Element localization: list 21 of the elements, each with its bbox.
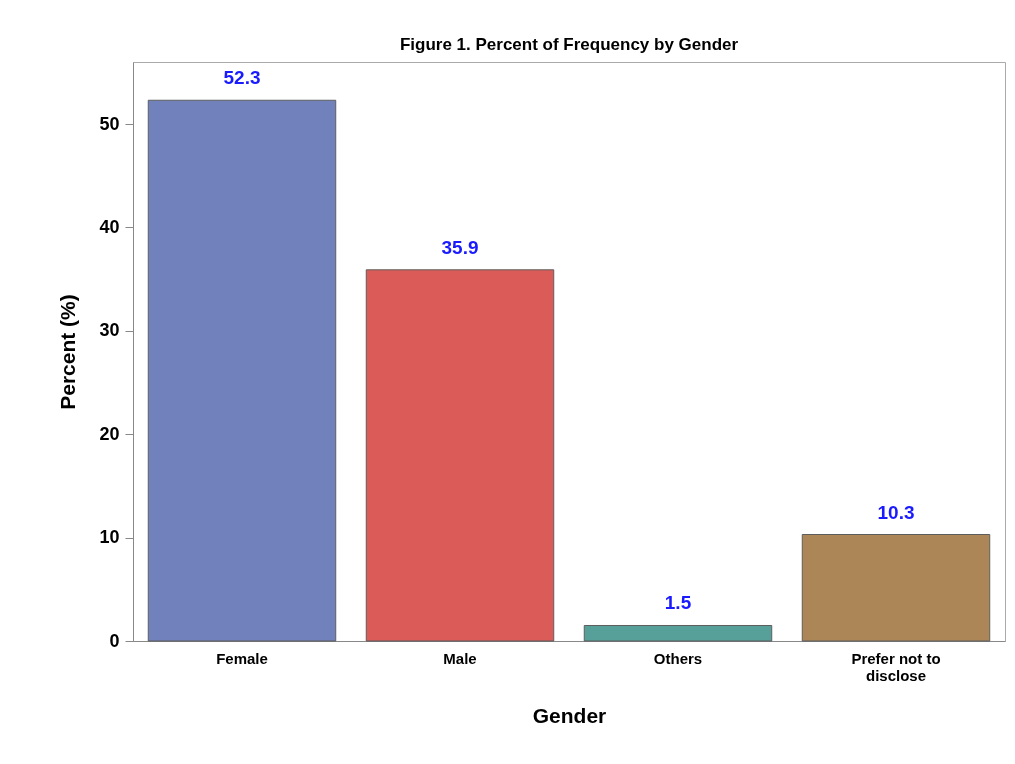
data-label: 10.3: [877, 501, 915, 523]
bar: [147, 99, 337, 642]
y-tick-label: 50: [99, 113, 120, 134]
y-tick-label: 40: [99, 216, 120, 237]
y-axis-title: Percent (%): [56, 294, 80, 410]
x-tick-label: Female: [216, 649, 268, 667]
y-tick-label: 20: [99, 423, 120, 444]
data-label: 1.5: [664, 592, 692, 614]
bar: [365, 269, 555, 642]
x-axis-title: Gender: [532, 703, 607, 727]
bar: [801, 534, 991, 642]
y-tick-label: 30: [99, 320, 120, 341]
x-tick-label: Others: [653, 649, 703, 667]
x-tick-label: Male: [443, 649, 477, 667]
x-tick-label: Prefer not to disclose: [851, 649, 941, 684]
chart-title: Figure 1. Percent of Frequency by Gender: [399, 35, 739, 54]
y-tick-label: 0: [109, 630, 120, 651]
data-label: 52.3: [223, 67, 261, 89]
y-tick-label: 10: [99, 527, 120, 548]
data-label: 35.9: [441, 236, 479, 258]
bar: [583, 624, 773, 642]
